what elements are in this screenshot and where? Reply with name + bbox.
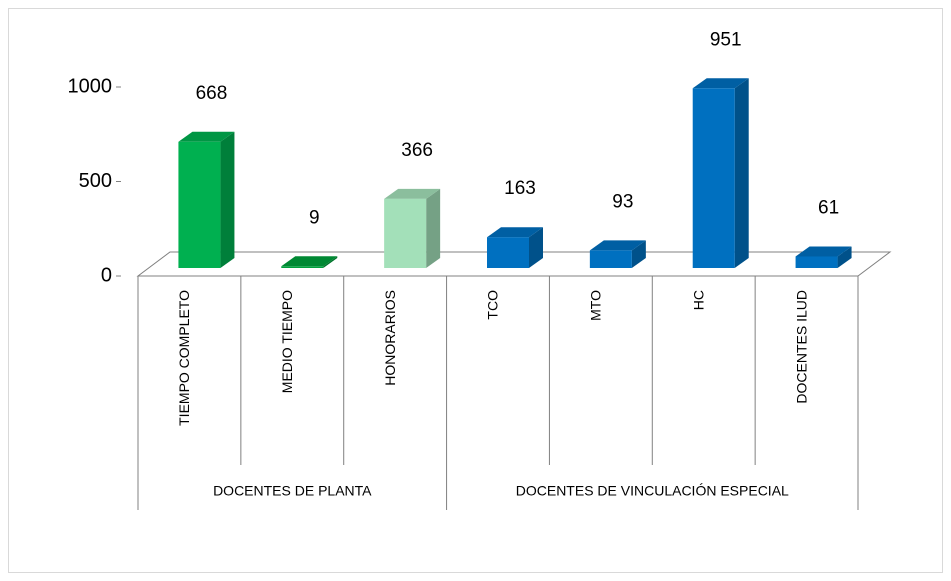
x-tick-label: MTO [588, 290, 604, 321]
y-tick-label: 500 [79, 170, 112, 192]
bar-top [178, 131, 235, 142]
chart-frame [8, 8, 943, 573]
bar-top [487, 227, 543, 238]
bar-side [220, 131, 235, 268]
bar-top [795, 246, 852, 257]
value-label: 668 [196, 83, 228, 104]
bar [692, 88, 735, 268]
bar [589, 250, 632, 268]
group-label: DOCENTES DE VINCULACIÓN ESPECIAL [516, 483, 789, 499]
value-label: 163 [504, 178, 536, 199]
bar-side [837, 246, 852, 268]
bar [384, 198, 427, 268]
bar [178, 141, 221, 268]
bar-top [281, 256, 338, 267]
value-label: 9 [309, 207, 320, 228]
value-label: 366 [401, 140, 433, 161]
x-tick-label: MEDIO TIEMPO [279, 290, 295, 393]
value-label: 93 [612, 191, 633, 212]
bar [795, 256, 838, 268]
value-label: 61 [818, 197, 839, 218]
bar-side [323, 256, 338, 268]
bar-top [384, 188, 441, 199]
x-tick-label: DOCENTES ILUD [793, 290, 809, 404]
x-tick-label: TIEMPO COMPLETO [176, 290, 192, 426]
value-label: 951 [710, 29, 742, 50]
bar-top [589, 240, 646, 251]
bar-top [692, 78, 749, 89]
x-tick-label: HONORARIOS [382, 290, 398, 386]
bar-side [631, 240, 646, 268]
x-tick-label: HC [690, 290, 706, 310]
y-tick-label: 0 [101, 264, 112, 286]
bar-side [734, 78, 749, 268]
x-tick-label: TCO [485, 290, 501, 320]
bar-side [426, 188, 441, 268]
bar-side [529, 227, 543, 268]
group-label: DOCENTES DE PLANTA [213, 483, 372, 499]
bar [487, 237, 529, 268]
bar [281, 266, 324, 268]
y-tick-label: 1000 [68, 75, 113, 97]
